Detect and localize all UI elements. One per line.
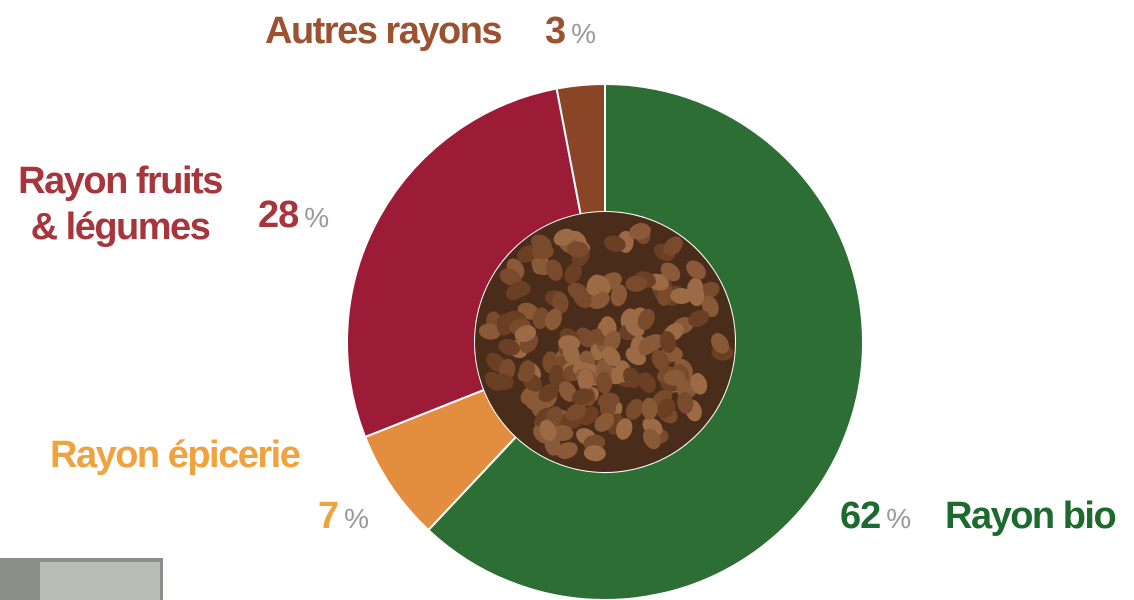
value-unit: % <box>304 202 330 233</box>
coffee-bean <box>690 373 708 395</box>
coffee-bean <box>663 369 686 386</box>
category-label: Rayon fruits & légumes <box>18 160 223 248</box>
coffee-bean <box>556 442 578 459</box>
coffee-bean <box>545 308 562 331</box>
category-label: Autres rayons <box>265 10 503 52</box>
coffee-bean <box>577 368 594 391</box>
coffee-bean <box>531 255 551 276</box>
value-unit: % <box>571 18 597 49</box>
value-number: 28 <box>258 194 299 236</box>
coffee-bean <box>677 391 694 414</box>
value-number: 7 <box>318 495 339 537</box>
photo-thumbnail-detail <box>40 562 160 600</box>
coffee-bean <box>545 259 563 281</box>
coffee-bean <box>688 309 710 327</box>
coffee-bean <box>656 398 676 419</box>
coffee-bean <box>518 360 536 383</box>
coffee-bean <box>629 223 651 240</box>
value-label: 62% <box>840 493 911 542</box>
coffee-bean <box>688 284 705 307</box>
coffee-bean <box>670 287 693 305</box>
coffee-bean <box>531 243 554 260</box>
coffee-bean <box>566 241 589 258</box>
value-number: 3 <box>545 10 566 52</box>
coffee-bean <box>586 274 604 296</box>
coffee-bean <box>506 281 526 301</box>
coffee-bean <box>478 323 501 340</box>
coffee-bean <box>532 307 550 330</box>
value-label: 3% <box>545 8 596 57</box>
coffee-bean <box>637 308 655 331</box>
coffee-bean <box>651 349 669 371</box>
coffee-bean <box>625 398 644 420</box>
coffee-bean <box>623 367 641 389</box>
value-label: 28% <box>258 192 329 241</box>
coffee-bean <box>491 373 514 390</box>
value-unit: % <box>344 503 370 534</box>
coffee-bean <box>583 445 606 462</box>
coffee-bean <box>660 262 681 282</box>
coffee-bean <box>539 419 557 442</box>
coffee-bean <box>638 372 657 393</box>
value-label: 7% <box>318 493 369 542</box>
coffee-bean <box>573 288 592 309</box>
value-number: 62 <box>840 495 881 537</box>
coffee-bean <box>571 388 594 405</box>
coffee-bean <box>625 275 648 292</box>
coffee-bean <box>638 335 658 356</box>
coffee-bean <box>558 335 581 352</box>
coffee-bean <box>603 330 621 352</box>
coffee-bean <box>588 291 610 309</box>
coffee-bean <box>610 284 628 307</box>
coffee-bean <box>615 418 633 440</box>
coffee-bean <box>602 346 621 367</box>
coffee-bean <box>564 262 582 284</box>
coffee-bean <box>596 371 613 394</box>
coffee-bean <box>538 383 559 403</box>
coffee-bean <box>594 413 615 432</box>
coffee-bean <box>553 228 575 246</box>
coffee-bean <box>659 331 676 353</box>
coffee-bean <box>551 424 574 441</box>
coffee-bean <box>565 403 587 422</box>
coffee-bean <box>643 428 661 450</box>
coffee-bean <box>711 333 730 354</box>
coffee-bean <box>686 260 706 280</box>
coffee-bean <box>597 392 620 409</box>
coffee-bean <box>552 291 569 314</box>
coffee-bean <box>499 268 521 286</box>
coffee-bean <box>498 338 520 356</box>
coffee-bean <box>514 325 537 343</box>
category-label: Rayon épicerie <box>50 434 301 476</box>
category-label: Rayon bio <box>945 495 1117 537</box>
coffee-bean <box>663 236 683 256</box>
coffee-bean <box>603 235 626 252</box>
coffee-bean <box>641 397 658 420</box>
value-unit: % <box>886 503 912 534</box>
